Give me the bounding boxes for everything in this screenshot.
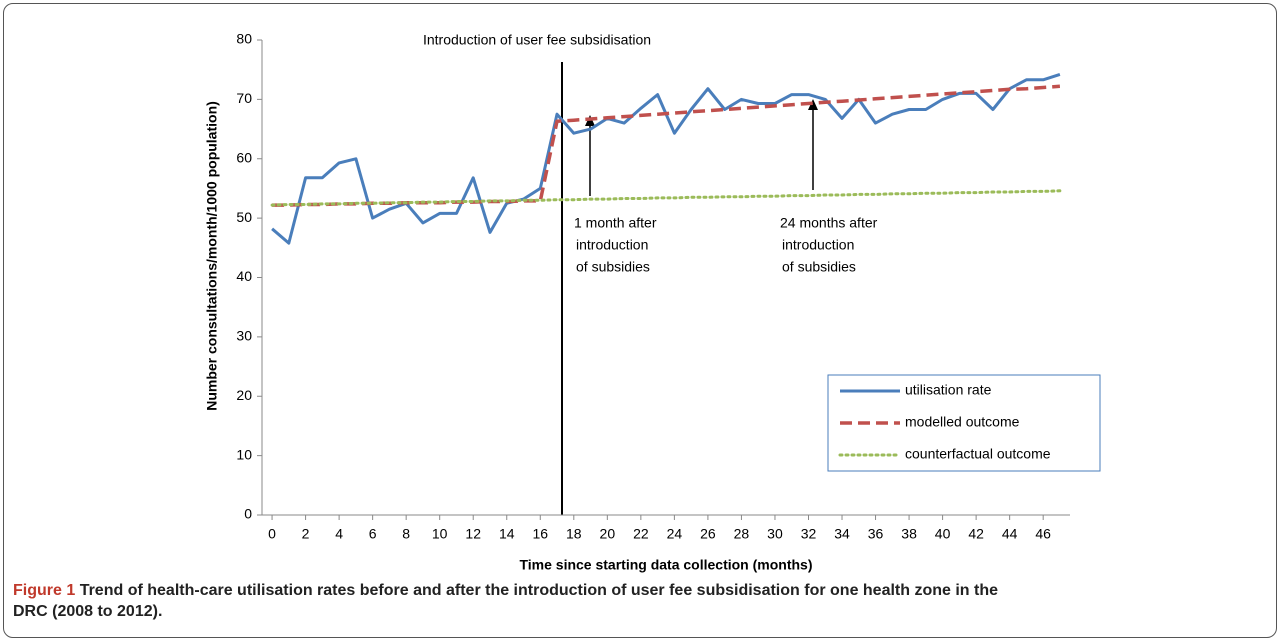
- x-tick-label: 26: [700, 526, 716, 542]
- x-tick-label: 24: [667, 526, 683, 542]
- x-tick-label: 0: [268, 526, 276, 542]
- figure-frame: [3, 3, 1277, 638]
- x-tick-label: 8: [402, 526, 410, 542]
- x-tick-label: 46: [1035, 526, 1051, 542]
- x-tick-label: 32: [801, 526, 817, 542]
- y-tick-label: 40: [236, 268, 252, 284]
- y-tick-label: 60: [236, 149, 252, 165]
- legend-label: utilisation rate: [905, 382, 992, 398]
- x-tick-label: 42: [968, 526, 984, 542]
- x-tick-label: 36: [868, 526, 884, 542]
- x-tick-label: 22: [633, 526, 649, 542]
- x-tick-label: 16: [532, 526, 548, 542]
- x-tick-label: 34: [834, 526, 850, 542]
- x-tick-label: 4: [335, 526, 343, 542]
- x-tick-label: 14: [499, 526, 515, 542]
- x-tick-label: 20: [600, 526, 616, 542]
- annotation: of subsidies: [576, 259, 650, 275]
- y-tick-label: 80: [236, 31, 252, 47]
- y-tick-label: 10: [236, 446, 252, 462]
- annotation: introduction: [576, 237, 648, 253]
- x-tick-label: 44: [1002, 526, 1018, 542]
- y-tick-label: 50: [236, 209, 252, 225]
- annotation: of subsidies: [782, 259, 856, 275]
- x-tick-label: 12: [465, 526, 481, 542]
- y-tick-label: 0: [244, 506, 252, 522]
- x-tick-label: 28: [734, 526, 750, 542]
- annotation: introduction: [782, 237, 854, 253]
- legend-label: modelled outcome: [905, 414, 1020, 430]
- legend-label: counterfactual outcome: [905, 446, 1051, 462]
- y-tick-label: 70: [236, 90, 252, 106]
- chart: Introduction of user fee subsidisation N…: [204, 31, 1101, 573]
- annotation: 24 months after: [780, 215, 878, 231]
- intervention-label: Introduction of user fee subsidisation: [423, 32, 651, 48]
- x-tick-label: 38: [901, 526, 917, 542]
- x-tick-label: 2: [302, 526, 310, 542]
- caption: Figure 1 Trend of health-care utilisatio…: [13, 580, 1013, 622]
- series-line: [272, 84, 1061, 207]
- y-tick-label: 30: [236, 328, 252, 344]
- x-tick-label: 40: [935, 526, 951, 542]
- y-axis-label: Number consultations/month/1000 populati…: [204, 101, 220, 411]
- x-tick-label: 18: [566, 526, 582, 542]
- caption-label: Figure 1: [13, 582, 76, 599]
- x-axis-label: Time since starting data collection (mon…: [519, 557, 812, 573]
- x-tick-label: 30: [767, 526, 783, 542]
- y-tick-label: 20: [236, 387, 252, 403]
- annotation: 1 month after: [574, 215, 657, 231]
- arrow-head: [808, 99, 818, 110]
- series-line: [270, 189, 1062, 207]
- x-tick-label: 10: [432, 526, 448, 542]
- caption-text: Trend of health-care utilisation rates b…: [13, 582, 999, 620]
- series-line: [271, 72, 1061, 245]
- x-tick-label: 6: [369, 526, 377, 542]
